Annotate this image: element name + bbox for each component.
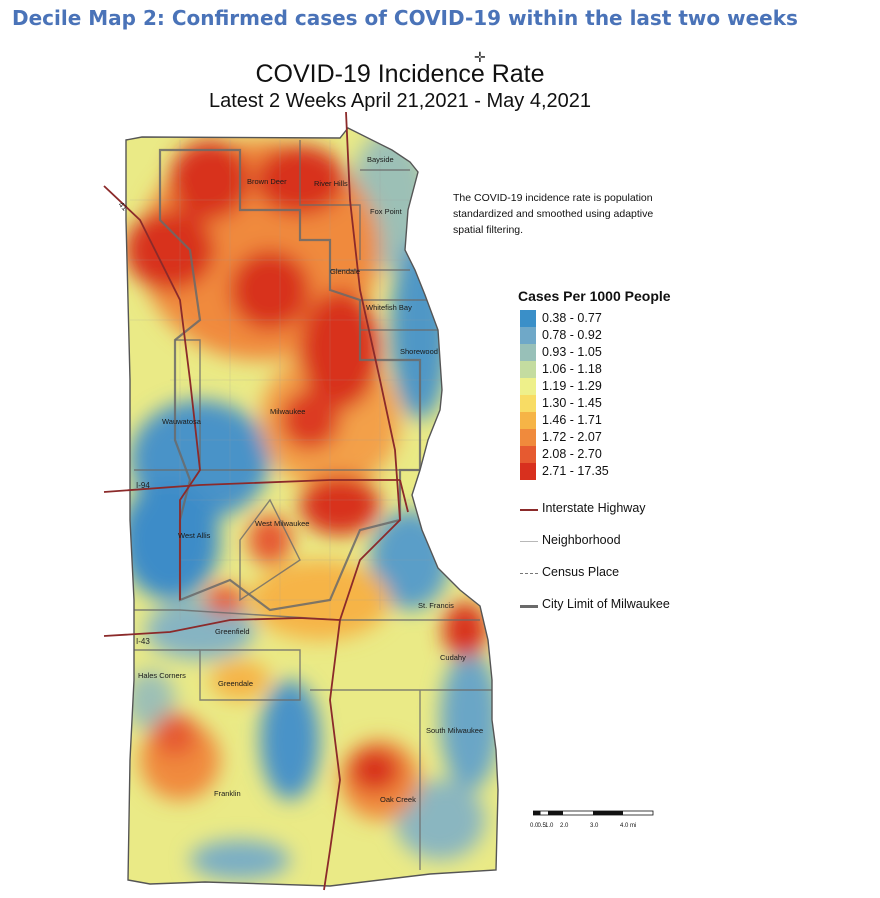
legend-swatch	[520, 344, 536, 361]
place-label: St. Francis	[418, 601, 454, 610]
place-label: Oak Creek	[380, 795, 416, 804]
place-label: Fox Point	[370, 207, 403, 216]
place-labels: Bayside Brown Deer River Hills Fox Point…	[138, 155, 483, 804]
legend-class: 1.46 - 1.71	[518, 412, 671, 429]
legend-class-label: 0.38 - 0.77	[542, 311, 602, 325]
legend-class-label: 2.08 - 2.70	[542, 447, 602, 461]
legend-swatch	[520, 429, 536, 446]
choropleth-legend: Cases Per 1000 People 0.38 - 0.77 0.78 - …	[518, 288, 671, 480]
scale-label: 0.5	[537, 823, 546, 829]
place-label: Brown Deer	[247, 177, 287, 186]
place-label: Wauwatosa	[162, 417, 202, 426]
legend-class-label: 1.19 - 1.29	[542, 379, 602, 393]
line-legend-label: Interstate Highway	[542, 501, 646, 515]
place-label: Cudahy	[440, 653, 466, 662]
place-label: South Milwaukee	[426, 726, 483, 735]
legend-class-label: 1.46 - 1.71	[542, 413, 602, 427]
map-subtitle: Latest 2 Weeks April 21,2021 - May 4,202…	[208, 90, 592, 112]
legend-class: 1.72 - 2.07	[518, 429, 671, 446]
place-label: Whitefish Bay	[366, 303, 412, 312]
methodology-note: The COVID-19 incidence rate is populatio…	[453, 192, 654, 236]
highway-label-i94: I-94	[136, 481, 150, 490]
crosshair-cursor-icon: ✛	[474, 49, 486, 65]
highway-label-i43: I-43	[136, 637, 150, 646]
line-legend-symbol	[520, 605, 538, 608]
legend-swatch	[520, 361, 536, 378]
legend-swatch	[520, 463, 536, 480]
line-legend-symbol	[520, 509, 538, 511]
legend-title: Cases Per 1000 People	[518, 288, 671, 304]
legend-swatch	[520, 378, 536, 395]
line-legend-label: City Limit of Milwaukee	[542, 597, 670, 611]
scale-bar-graphic	[532, 810, 654, 816]
scale-label: 2.0	[560, 823, 569, 829]
place-label: Franklin	[214, 789, 241, 798]
scale-label: 1.0	[545, 823, 554, 829]
legend-class-label: 2.71 - 17.35	[542, 464, 609, 478]
legend-class: 0.93 - 1.05	[518, 344, 671, 361]
legend-class-label: 0.93 - 1.05	[542, 345, 602, 359]
legend-class: 2.71 - 17.35	[518, 463, 671, 480]
legend-swatch	[520, 412, 536, 429]
scale-label: 0.0	[530, 823, 539, 829]
legend-swatch	[520, 310, 536, 327]
scale-label: 4.0 mi	[620, 823, 637, 829]
place-label: River Hills	[314, 179, 348, 188]
place-label: Shorewood	[400, 347, 438, 356]
legend-class-label: 1.06 - 1.18	[542, 362, 602, 376]
legend-class: 1.06 - 1.18	[518, 361, 671, 378]
legend-class: 0.78 - 0.92	[518, 327, 671, 344]
legend-swatch	[520, 395, 536, 412]
place-label: West Allis	[178, 531, 211, 540]
scale-labels: 0.0 0.5 1.0 2.0 3.0 4.0 mi	[530, 823, 683, 833]
legend-class-label: 0.78 - 0.92	[542, 328, 602, 342]
choropleth-surface	[126, 128, 498, 886]
slide-title: Decile Map 2: Confirmed cases of COVID-1…	[12, 6, 798, 30]
legend-class: 0.38 - 0.77	[518, 310, 671, 327]
legend-class: 1.19 - 1.29	[518, 378, 671, 395]
scale-label: 3.0	[590, 823, 599, 829]
place-label: West Milwaukee	[255, 519, 309, 528]
place-label: Bayside	[367, 155, 394, 164]
legend-class: 1.30 - 1.45	[518, 395, 671, 412]
line-legend-symbol	[520, 573, 538, 574]
line-legend-label: Neighborhood	[542, 533, 621, 547]
line-legend-symbol	[520, 541, 538, 542]
place-label: Milwaukee	[270, 407, 305, 416]
place-label: Glendale	[330, 267, 360, 276]
interstate-highways	[103, 111, 409, 891]
legend-class-label: 1.72 - 2.07	[542, 430, 602, 444]
county-outline	[125, 127, 499, 887]
map-title: COVID-19 Incidence Rate	[255, 60, 545, 88]
legend-swatch	[520, 446, 536, 463]
place-label: Greenfield	[215, 627, 250, 636]
legend-class: 2.08 - 2.70	[518, 446, 671, 463]
legend-classes: 0.38 - 0.77 0.78 - 0.92 0.93 - 1.05 1.06 - …	[518, 310, 671, 480]
place-label: Greendale	[218, 679, 253, 688]
place-label: Hales Corners	[138, 671, 186, 680]
scale-bar: 0.0 0.5 1.0 2.0 3.0 4.0 mi	[530, 805, 683, 833]
legend-swatch	[520, 327, 536, 344]
line-legend-label: Census Place	[542, 565, 620, 579]
legend-class-label: 1.30 - 1.45	[542, 396, 602, 410]
